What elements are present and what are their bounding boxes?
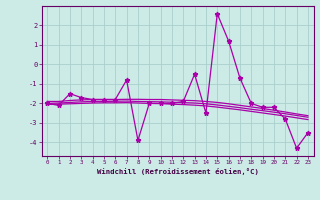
- X-axis label: Windchill (Refroidissement éolien,°C): Windchill (Refroidissement éolien,°C): [97, 168, 259, 175]
